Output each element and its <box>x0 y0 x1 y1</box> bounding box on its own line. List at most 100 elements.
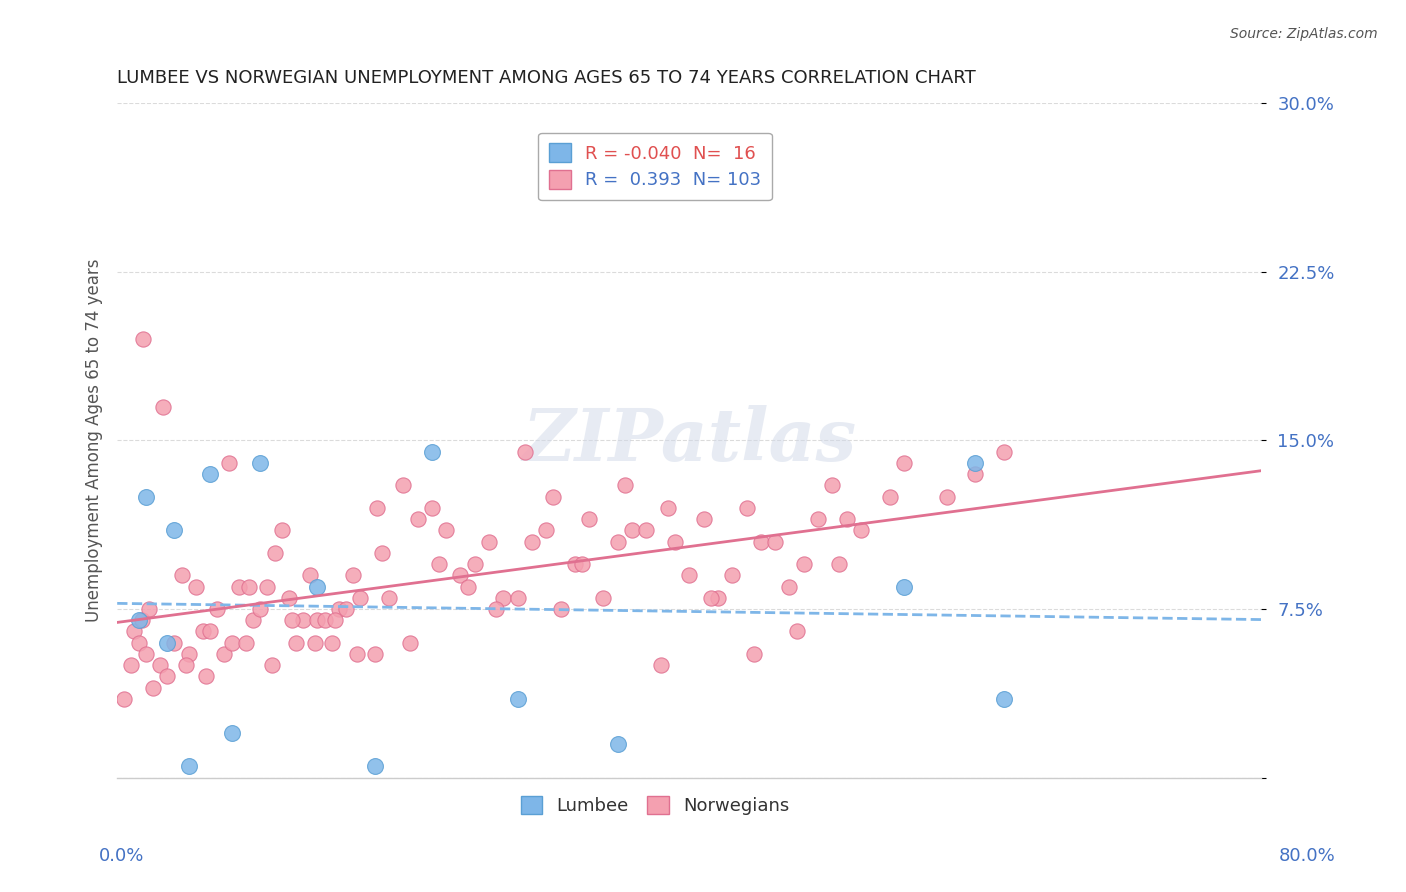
Norwegians <box>132 332 155 346</box>
Text: 0.0%: 0.0% <box>98 847 143 865</box>
Norwegians <box>678 568 700 582</box>
Lumbee <box>163 524 186 538</box>
Norwegians <box>366 500 388 515</box>
Norwegians <box>893 456 915 470</box>
Norwegians <box>249 602 271 616</box>
Norwegians <box>235 636 257 650</box>
Norwegians <box>174 658 197 673</box>
Norwegians <box>543 490 565 504</box>
Norwegians <box>427 557 450 571</box>
Norwegians <box>299 568 322 582</box>
Norwegians <box>613 478 636 492</box>
Norwegians <box>342 568 364 582</box>
Norwegians <box>238 580 260 594</box>
Norwegians <box>849 524 872 538</box>
Norwegians <box>550 602 572 616</box>
Text: ZIPatlas: ZIPatlas <box>522 405 856 476</box>
Norwegians <box>786 624 808 639</box>
Lumbee <box>965 456 987 470</box>
Norwegians <box>621 524 644 538</box>
Norwegians <box>749 534 772 549</box>
Lumbee <box>198 467 221 482</box>
Lumbee <box>993 692 1015 706</box>
Norwegians <box>807 512 830 526</box>
Norwegians <box>277 591 299 605</box>
Lumbee <box>221 725 243 739</box>
Norwegians <box>184 580 207 594</box>
Y-axis label: Unemployment Among Ages 65 to 74 years: Unemployment Among Ages 65 to 74 years <box>86 259 103 623</box>
Norwegians <box>778 580 800 594</box>
Norwegians <box>280 613 302 627</box>
Norwegians <box>328 602 350 616</box>
Norwegians <box>256 580 278 594</box>
Norwegians <box>650 658 672 673</box>
Lumbee <box>156 636 179 650</box>
Norwegians <box>198 624 221 639</box>
Norwegians <box>307 613 329 627</box>
Norwegians <box>513 444 536 458</box>
Norwegians <box>564 557 586 571</box>
Norwegians <box>260 658 283 673</box>
Norwegians <box>121 658 143 673</box>
Norwegians <box>378 591 401 605</box>
Norwegians <box>993 444 1015 458</box>
Norwegians <box>321 636 343 650</box>
Norwegians <box>304 636 326 650</box>
Norwegians <box>242 613 264 627</box>
Norwegians <box>363 647 385 661</box>
Norwegians <box>578 512 600 526</box>
Text: LUMBEE VS NORWEGIAN UNEMPLOYMENT AMONG AGES 65 TO 74 YEARS CORRELATION CHART: LUMBEE VS NORWEGIAN UNEMPLOYMENT AMONG A… <box>117 69 976 87</box>
Norwegians <box>821 478 844 492</box>
Norwegians <box>571 557 593 571</box>
Norwegians <box>406 512 429 526</box>
Norwegians <box>156 669 179 683</box>
Norwegians <box>191 624 214 639</box>
Norwegians <box>128 636 150 650</box>
Lumbee <box>135 490 157 504</box>
Norwegians <box>478 534 501 549</box>
Norwegians <box>464 557 486 571</box>
Norwegians <box>349 591 371 605</box>
Legend: Lumbee, Norwegians: Lumbee, Norwegians <box>513 789 797 822</box>
Lumbee <box>893 580 915 594</box>
Norwegians <box>285 636 308 650</box>
Norwegians <box>138 602 160 616</box>
Norwegians <box>742 647 765 661</box>
Lumbee <box>307 580 329 594</box>
Norwegians <box>828 557 851 571</box>
Norwegians <box>152 400 174 414</box>
Norwegians <box>506 591 529 605</box>
Norwegians <box>520 534 543 549</box>
Norwegians <box>835 512 858 526</box>
Norwegians <box>707 591 730 605</box>
Norwegians <box>692 512 714 526</box>
Norwegians <box>194 669 217 683</box>
Lumbee <box>363 759 385 773</box>
Lumbee <box>177 759 200 773</box>
Norwegians <box>763 534 786 549</box>
Norwegians <box>263 546 285 560</box>
Norwegians <box>935 490 957 504</box>
Norwegians <box>449 568 471 582</box>
Norwegians <box>371 546 394 560</box>
Text: 80.0%: 80.0% <box>1279 847 1336 865</box>
Norwegians <box>636 524 658 538</box>
Norwegians <box>879 490 901 504</box>
Norwegians <box>135 647 157 661</box>
Norwegians <box>170 568 193 582</box>
Norwegians <box>657 500 679 515</box>
Norwegians <box>131 613 153 627</box>
Norwegians <box>292 613 315 627</box>
Lumbee <box>506 692 529 706</box>
Lumbee <box>249 456 271 470</box>
Lumbee <box>420 444 443 458</box>
Norwegians <box>149 658 172 673</box>
Norwegians <box>221 636 243 650</box>
Norwegians <box>335 602 357 616</box>
Norwegians <box>112 692 135 706</box>
Norwegians <box>485 602 508 616</box>
Norwegians <box>392 478 415 492</box>
Norwegians <box>606 534 628 549</box>
Text: Source: ZipAtlas.com: Source: ZipAtlas.com <box>1230 27 1378 41</box>
Norwegians <box>346 647 368 661</box>
